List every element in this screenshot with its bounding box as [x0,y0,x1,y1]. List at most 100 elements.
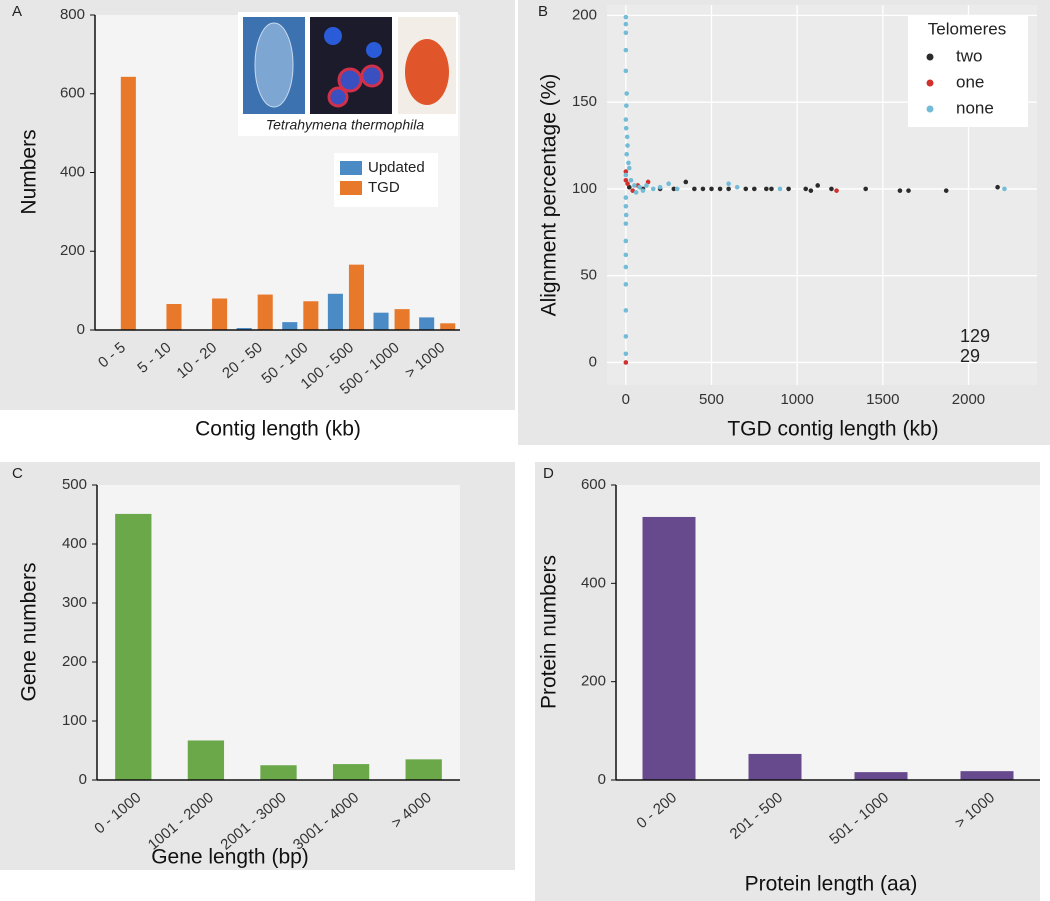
legend-label: TGD [368,179,400,196]
panel-letter: A [12,3,22,20]
y-tick-label: 300 [62,594,87,611]
y-tick-label: 200 [572,6,597,23]
bar [960,771,1014,780]
legend-label: two [956,46,982,65]
point [623,47,629,53]
point [769,186,774,192]
x-tick-label: 500 [699,391,724,408]
point [623,30,629,36]
inset-cell [405,39,449,105]
inset-nucleus [324,27,342,45]
point [906,188,911,193]
point [633,190,639,195]
point [623,360,629,365]
point [624,91,630,96]
legend-title: Telomeres [928,19,1006,38]
bar [419,317,435,330]
point [726,181,731,187]
y-tick-label: 800 [60,6,85,23]
point [623,117,629,122]
bar [332,764,370,780]
legend-swatch [340,181,362,195]
y-tick-label: 0 [598,771,606,788]
point [623,221,629,226]
bar [166,304,182,330]
point [692,186,697,192]
point [786,186,791,192]
point [803,186,809,192]
panel-letter: C [12,465,23,482]
bar [327,293,343,330]
y-tick-label: 200 [60,242,85,259]
y-tick-label: 600 [60,85,85,102]
point [644,183,649,188]
point [626,165,632,171]
y-tick-label: 400 [581,574,606,591]
bar [405,759,442,780]
point [943,188,949,193]
x-tick-label: 1500 [866,391,899,408]
point [717,186,723,192]
point [637,184,642,190]
legend-label: none [956,98,994,117]
point [815,183,821,188]
y-axis-label: Protein numbers [538,555,561,709]
point [764,186,769,192]
legend-marker [926,79,934,87]
legend-marker [926,105,934,113]
y-tick-label: 0 [589,353,597,370]
y-axis-label: Alignment percentage (%) [538,74,561,317]
y-axis-label: Gene numbers [18,563,41,702]
point [623,282,629,287]
point [625,181,630,187]
bar [212,298,228,330]
y-tick-label: 500 [62,476,87,493]
point [645,179,651,185]
point [623,125,629,131]
x-axis-label: Contig length (kb) [195,418,361,441]
point [734,184,740,190]
legend-label: one [956,72,984,91]
point [623,21,629,27]
point [628,177,634,183]
point [624,151,630,157]
inset-nucleus [366,42,382,58]
legend-marker [926,53,934,61]
x-axis-label: Gene length (bp) [151,846,309,869]
point [995,184,1000,190]
bar [260,765,297,780]
point [623,169,629,174]
y-tick-label: 100 [572,180,597,197]
point [657,184,663,190]
annotation: 129 [960,326,990,346]
bar [854,772,908,780]
x-tick-label: 0 [622,391,630,408]
point [834,188,839,193]
point [626,160,631,166]
point [640,188,646,193]
point [1002,186,1007,192]
point [683,179,689,185]
inset-nucleus [337,67,363,93]
point [623,177,629,183]
y-tick-label: 200 [62,653,87,670]
point [623,252,629,258]
plot-area [97,485,460,780]
inset-caption: Tetrahymena thermophila [266,117,424,133]
y-tick-label: 600 [581,476,606,493]
point [752,186,757,192]
point [626,184,632,190]
point [624,103,629,108]
point [674,186,680,192]
point [623,238,629,244]
panel-letter: B [538,3,548,20]
point [623,308,629,313]
point [743,186,749,192]
point [897,188,903,193]
legend-swatch [340,161,362,175]
y-tick-label: 0 [79,771,87,788]
bar [282,322,298,330]
